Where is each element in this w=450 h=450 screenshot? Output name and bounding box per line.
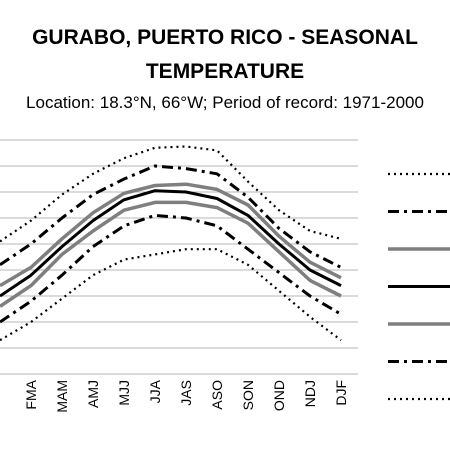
- x-tick-label: SON: [240, 380, 256, 410]
- series-line-1: [0, 145, 342, 243]
- x-tick-label: OND: [271, 380, 287, 411]
- x-axis-ticks: FMA MAM AMJ MJJ JJA JAS ASO SON OND NDJ DJF: [23, 379, 349, 412]
- x-tick-label: DJF: [333, 380, 349, 406]
- chart-subtitle: Location: 18.3°N, 66°W; Period of record…: [26, 93, 424, 112]
- series-line-3: [0, 182, 342, 288]
- series-line-5: [0, 200, 342, 308]
- series-line-2: [0, 164, 342, 269]
- chart-title-line-2: TEMPERATURE: [146, 60, 304, 83]
- x-tick-label: MJJ: [116, 380, 132, 406]
- chart-title-line-1: GURABO, PUERTO RICO - SEASONAL: [32, 26, 418, 49]
- series-line-7: [0, 248, 342, 342]
- x-tick-label: ASO: [209, 380, 225, 410]
- series-lines: [0, 145, 342, 342]
- x-tick-label: JJA: [147, 379, 163, 403]
- x-tick-label: AMJ: [85, 380, 101, 408]
- series-line-6: [0, 213, 342, 324]
- legend: [388, 172, 450, 401]
- x-tick-label: FMA: [23, 379, 39, 409]
- x-tick-label: JAS: [178, 380, 194, 406]
- x-tick-label: NDJ: [302, 380, 318, 407]
- x-tick-label: MAM: [54, 380, 70, 413]
- series-line-4: [0, 189, 342, 298]
